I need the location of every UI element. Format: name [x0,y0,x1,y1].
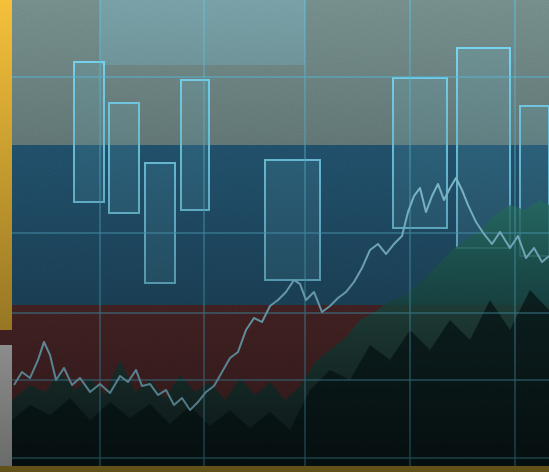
chart-illustration [0,0,549,472]
background-image [0,0,549,472]
